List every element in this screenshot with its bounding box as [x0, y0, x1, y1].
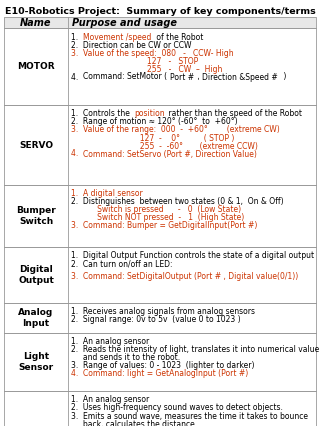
Text: ): ) — [281, 72, 286, 81]
Text: Light
Sensor: Light Sensor — [19, 352, 53, 372]
Text: 3.: 3. — [71, 126, 83, 135]
Bar — [4, 28, 68, 105]
Bar — [68, 303, 316, 333]
Text: MOTOR: MOTOR — [17, 62, 55, 71]
Bar — [68, 391, 316, 426]
Text: Command: SetServo (Port #, Direction Value): Command: SetServo (Port #, Direction Val… — [84, 150, 257, 158]
Text: 3.  Emits a sound wave, measures the time it takes to bounce: 3. Emits a sound wave, measures the time… — [71, 412, 308, 420]
Text: 1.: 1. — [71, 109, 83, 118]
Text: of the Robot: of the Robot — [154, 32, 203, 41]
Text: Port #: Port # — [170, 72, 194, 81]
Text: 1.  An analog sensor: 1. An analog sensor — [71, 395, 149, 405]
Text: 2.  Direction can be CW or CCW: 2. Direction can be CW or CCW — [71, 40, 191, 49]
Bar — [68, 185, 316, 247]
Text: 3.  Range of values: 0 - 1023  (lighter to darker): 3. Range of values: 0 - 1023 (lighter to… — [71, 362, 254, 371]
Bar — [4, 105, 68, 185]
Text: Bumper
Switch: Bumper Switch — [16, 206, 56, 226]
Text: 1.: 1. — [71, 32, 83, 41]
Text: A digital sensor: A digital sensor — [83, 190, 143, 199]
Bar — [4, 391, 68, 426]
Text: Command: SetMotor (: Command: SetMotor ( — [84, 72, 167, 81]
Text: 255   -   CW  –  High: 255 - CW – High — [71, 64, 222, 74]
Text: 1.  An analog sensor: 1. An analog sensor — [71, 337, 149, 346]
Text: 2.  Distinguishes  between two states (0 & 1,  On & Off): 2. Distinguishes between two states (0 &… — [71, 198, 284, 207]
Bar — [68, 333, 316, 391]
Text: 127  -    0°          ( STOP ): 127 - 0° ( STOP ) — [71, 133, 234, 143]
Bar — [4, 185, 68, 247]
Text: Name: Name — [20, 17, 52, 28]
Text: 1.  Digital Output Function controls the state of a digital output: 1. Digital Output Function controls the … — [71, 251, 314, 261]
Text: Purpose and usage: Purpose and usage — [72, 17, 177, 28]
Text: 4.: 4. — [71, 369, 83, 378]
Bar — [68, 247, 316, 303]
Text: Switch is pressed      -   0  (Low State): Switch is pressed - 0 (Low State) — [71, 205, 241, 215]
Text: Command: Bumper = GetDigitalInput(Port #): Command: Bumper = GetDigitalInput(Port #… — [84, 222, 258, 230]
Text: 3.: 3. — [71, 49, 83, 58]
Text: position: position — [134, 109, 165, 118]
Text: 2.  Can turn on/off an LED:: 2. Can turn on/off an LED: — [71, 259, 172, 268]
Text: 1.  Receives analog signals from analog sensors: 1. Receives analog signals from analog s… — [71, 308, 255, 317]
Bar — [4, 247, 68, 303]
Text: Direction &Speed #: Direction &Speed # — [203, 72, 278, 81]
Text: 2.  Signal range: 0v to 5v  (value 0 to 1023 ): 2. Signal range: 0v to 5v (value 0 to 10… — [71, 316, 241, 325]
Text: 3.: 3. — [71, 222, 83, 230]
Text: E10-Robotics Project:  Summary of key components/terms: E10-Robotics Project: Summary of key com… — [4, 7, 316, 16]
Text: 3.: 3. — [71, 272, 83, 281]
Text: Controls the: Controls the — [83, 109, 132, 118]
Bar — [4, 17, 316, 28]
Text: Switch NOT pressed  -   1  (High State): Switch NOT pressed - 1 (High State) — [71, 213, 244, 222]
Text: SERVO: SERVO — [19, 141, 53, 150]
Text: 127   -   STOP: 127 - STOP — [71, 57, 198, 66]
Bar — [4, 333, 68, 391]
Text: 2.  Range of motion ≈ 120° (-60°  to  +60°): 2. Range of motion ≈ 120° (-60° to +60°) — [71, 118, 238, 127]
Text: Movement /speed: Movement /speed — [83, 32, 152, 41]
Bar — [4, 303, 68, 333]
Text: back, calculates the distance.: back, calculates the distance. — [71, 420, 197, 426]
Text: rather than the speed of the Robot: rather than the speed of the Robot — [166, 109, 302, 118]
Bar — [68, 28, 316, 105]
Text: 4.: 4. — [71, 72, 83, 81]
Text: 1.: 1. — [71, 190, 83, 199]
Text: 255  -  -60°       (extreme CCW): 255 - -60° (extreme CCW) — [71, 141, 258, 150]
Text: Value of the speed:  080   -   CCW- High: Value of the speed: 080 - CCW- High — [84, 49, 234, 58]
Text: Command: light = GetAnalogInput (Port #): Command: light = GetAnalogInput (Port #) — [84, 369, 249, 378]
Bar — [4, 17, 316, 28]
Text: Value of the range:  000  -  +60°        (extreme CW): Value of the range: 000 - +60° (extreme … — [84, 126, 280, 135]
Text: Analog
Input: Analog Input — [18, 308, 54, 328]
Text: 2.  Reads the intensity of light, translates it into numerical value: 2. Reads the intensity of light, transla… — [71, 345, 319, 354]
Text: 4.: 4. — [71, 150, 83, 158]
Text: 2.  Uses high-frequency sound waves to detect objects.: 2. Uses high-frequency sound waves to de… — [71, 403, 283, 412]
Text: Command: SetDigitalOutput (Port # , Digital value(0/1)): Command: SetDigitalOutput (Port # , Digi… — [84, 272, 299, 281]
Text: ,: , — [195, 72, 202, 81]
Text: Digital
Output: Digital Output — [18, 265, 54, 285]
Text: and sends it to the robot.: and sends it to the robot. — [71, 354, 180, 363]
Bar — [68, 105, 316, 185]
